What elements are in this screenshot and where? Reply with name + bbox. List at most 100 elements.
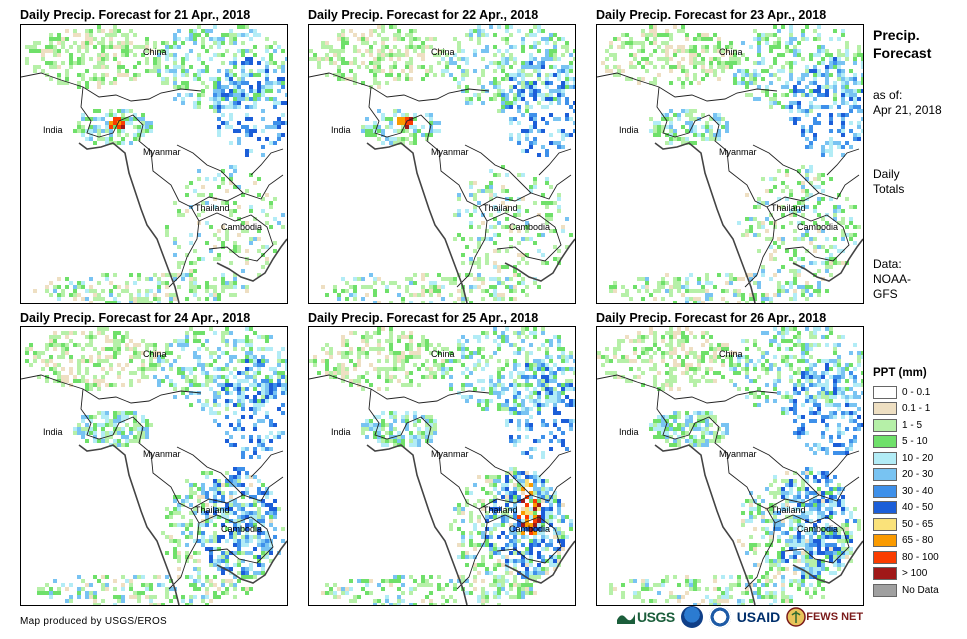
- logo-strip: USGS USAID FEWS NET: [617, 606, 863, 628]
- legend-label: 65 - 80: [902, 535, 934, 547]
- forecast-map-5: China India Myanmar Thailand Cambodia: [308, 326, 576, 606]
- fews-logo: FEWS NET: [786, 607, 863, 627]
- map-label-thailand: Thailand: [483, 505, 518, 515]
- legend-label: 30 - 40: [902, 485, 934, 497]
- legend-item: 0 - 0.1: [873, 384, 939, 401]
- legend-label: > 100: [902, 568, 928, 580]
- map-label-cambodia: Cambodia: [797, 222, 838, 232]
- map-label-cambodia: Cambodia: [509, 524, 550, 534]
- usaid-logo: USAID: [737, 609, 781, 625]
- legend-swatch: [873, 534, 897, 548]
- map-label-cambodia: Cambodia: [797, 524, 838, 534]
- map-credit: Map produced by USGS/EROS: [20, 616, 168, 627]
- legend-item: 65 - 80: [873, 533, 939, 550]
- legend-label: 50 - 65: [902, 518, 934, 530]
- map-label-china: China: [719, 47, 743, 57]
- forecast-map-3: China India Myanmar Thailand Cambodia: [596, 24, 864, 304]
- map-label-myanmar: Myanmar: [143, 147, 181, 157]
- panel-title-6: Daily Precip. Forecast for 26 Apr., 2018: [596, 311, 827, 325]
- legend-item: 40 - 50: [873, 500, 939, 517]
- legend-swatch: [873, 501, 897, 515]
- usgs-logo: USGS: [617, 609, 675, 625]
- legend-swatch: [873, 517, 897, 531]
- totals-line-2: Totals: [873, 182, 905, 196]
- legend-label: 5 - 10: [902, 436, 928, 448]
- totals-line-1: Daily: [873, 167, 900, 181]
- legend-item: 5 - 10: [873, 434, 939, 451]
- map-label-china: China: [719, 349, 743, 359]
- map-label-india: India: [43, 125, 63, 135]
- map-label-china: China: [143, 47, 167, 57]
- legend-title: PPT (mm): [873, 367, 927, 379]
- usgs-logo-text: USGS: [637, 609, 675, 625]
- legend-item: 0.1 - 1: [873, 401, 939, 418]
- legend-swatch: [873, 385, 897, 399]
- map-label-india: India: [43, 427, 63, 437]
- map-label-india: India: [619, 427, 639, 437]
- map-label-thailand: Thailand: [195, 203, 230, 213]
- panel-title-1: Daily Precip. Forecast for 21 Apr., 2018: [20, 8, 251, 22]
- forecast-map-2: China India Myanmar Thailand Cambodia: [308, 24, 576, 304]
- as-of-label: as of:: [873, 88, 903, 102]
- map-label-thailand: Thailand: [771, 203, 806, 213]
- map-label-cambodia: Cambodia: [221, 524, 262, 534]
- map-label-thailand: Thailand: [195, 505, 230, 515]
- data-source-line-2: NOAA-: [873, 272, 912, 286]
- panel-title-2: Daily Precip. Forecast for 22 Apr., 2018: [308, 8, 539, 22]
- legend-label: 10 - 20: [902, 452, 934, 464]
- map-label-myanmar: Myanmar: [431, 449, 469, 459]
- fews-logo-text: FEWS NET: [806, 611, 864, 623]
- side-title-line-2: Forecast: [873, 45, 932, 61]
- side-title-line-1: Precip.: [873, 27, 920, 43]
- legend-swatch: [873, 468, 897, 482]
- totals-note: Daily Totals: [873, 167, 904, 197]
- legend-item: 30 - 40: [873, 483, 939, 500]
- usaid-seal-icon: [708, 606, 731, 628]
- as-of-value: Apr 21, 2018: [873, 103, 942, 117]
- legend-label: 20 - 30: [902, 469, 934, 481]
- legend-item: 50 - 65: [873, 516, 939, 533]
- legend-item: 80 - 100: [873, 549, 939, 566]
- map-label-myanmar: Myanmar: [431, 147, 469, 157]
- map-label-cambodia: Cambodia: [221, 222, 262, 232]
- data-source-line-1: Data:: [873, 257, 902, 271]
- side-title: Precip. Forecast: [873, 26, 931, 62]
- legend-swatch: [873, 402, 897, 416]
- usgs-wave-icon: [617, 614, 635, 624]
- legend-swatch: [873, 550, 897, 564]
- map-label-india: India: [331, 125, 351, 135]
- map-label-china: China: [431, 349, 455, 359]
- map-label-china: China: [143, 349, 167, 359]
- forecast-map-6: China India Myanmar Thailand Cambodia: [596, 326, 864, 606]
- legend-swatch: [873, 567, 897, 581]
- map-label-china: China: [431, 47, 455, 57]
- map-label-myanmar: Myanmar: [143, 449, 181, 459]
- fews-emblem-icon: [786, 607, 806, 627]
- legend-label: 80 - 100: [902, 551, 939, 563]
- legend-item: No Data: [873, 582, 939, 599]
- map-label-cambodia: Cambodia: [509, 222, 550, 232]
- forecast-map-4: China India Myanmar Thailand Cambodia: [20, 326, 288, 606]
- legend-label: 0 - 0.1: [902, 386, 931, 398]
- legend-item: 20 - 30: [873, 467, 939, 484]
- legend-label: 40 - 50: [902, 502, 934, 514]
- legend-swatch: [873, 435, 897, 449]
- panel-title-5: Daily Precip. Forecast for 25 Apr., 2018: [308, 311, 539, 325]
- legend-item: > 100: [873, 566, 939, 583]
- map-label-myanmar: Myanmar: [719, 147, 757, 157]
- legend-swatch: [873, 583, 897, 597]
- legend-swatch: [873, 484, 897, 498]
- legend-swatch: [873, 451, 897, 465]
- legend: 0 - 0.1 0.1 - 1 1 - 5 5 - 10 10 - 20 20 - 30 3…: [873, 384, 939, 599]
- data-source: Data: NOAA- GFS: [873, 257, 911, 302]
- legend-item: 1 - 5: [873, 417, 939, 434]
- map-label-myanmar: Myanmar: [719, 449, 757, 459]
- legend-label: 1 - 5: [902, 419, 923, 431]
- data-source-line-3: GFS: [873, 287, 898, 301]
- legend-label: No Data: [902, 584, 939, 596]
- usaid-logo-text: USAID: [736, 609, 781, 625]
- panel-title-3: Daily Precip. Forecast for 23 Apr., 2018: [596, 8, 827, 22]
- legend-label: 0.1 - 1: [902, 403, 931, 415]
- noaa-logo-icon: [680, 606, 703, 628]
- as-of-date: as of: Apr 21, 2018: [873, 88, 942, 118]
